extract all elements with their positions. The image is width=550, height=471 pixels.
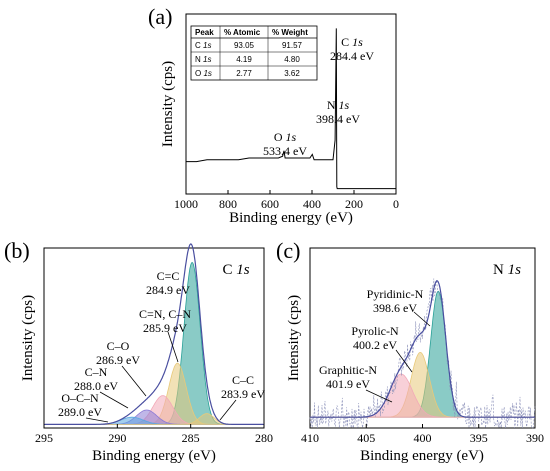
peak-annotation-c1s: C 1s 284.4 eV (330, 35, 374, 63)
x-tick-label: 280 (255, 431, 273, 445)
svg-text:Graphitic-N: Graphitic-N (319, 363, 377, 377)
table-header-weight: % Weight (272, 28, 308, 37)
annotation-c-n-double: C=N, C–N 285.9 eV (139, 307, 191, 335)
svg-text:C=C: C=C (157, 269, 180, 283)
table-cell-weight: 91.57 (282, 41, 303, 50)
annotation-c-c-single: C–C 283.9 eV (221, 373, 265, 401)
x-axis-title-b: Binding energy (eV) (92, 448, 216, 464)
x-tick-label: 600 (261, 197, 279, 211)
table-cell-weight: 4.80 (284, 55, 300, 64)
svg-text:286.9 eV: 286.9 eV (96, 353, 140, 367)
svg-text:Pyrolic-N: Pyrolic-N (351, 324, 399, 338)
svg-text:N 1s: N 1s (327, 98, 350, 112)
x-tick-label: 0 (393, 197, 399, 211)
x-tick-label: 400 (414, 431, 432, 445)
x-tick-label: 290 (108, 431, 126, 445)
annotation-o-c-n: O–C–N 289.0 eV (58, 391, 102, 419)
table-header-peak: Peak (195, 28, 214, 37)
annotation-c-c-double: C=C 284.9 eV (146, 269, 190, 297)
x-tick-label: 405 (357, 431, 375, 445)
composition-table: Peak % Atomic % Weight C 1s 93.05 91.57 … (190, 25, 318, 81)
annotation-pyridinic-n: Pyridinic-N 398.6 eV (367, 287, 424, 315)
table-cell-atomic: 4.19 (236, 55, 252, 64)
survey-spectrum-line (186, 28, 396, 190)
svg-text:Pyridinic-N: Pyridinic-N (367, 287, 424, 301)
panel-label-c: (c) (276, 238, 300, 263)
svg-text:284.4 eV: 284.4 eV (330, 49, 374, 63)
x-ticks-c: 410 405 400 395 390 (301, 424, 544, 445)
svg-text:289.0 eV: 289.0 eV (58, 405, 102, 419)
table-cell-weight: 3.62 (284, 69, 300, 78)
svg-text:398.4 eV: 398.4 eV (316, 112, 360, 126)
table-header-atomic: % Atomic (224, 28, 261, 37)
x-axis-title-c: Binding energy (eV) (360, 448, 484, 464)
svg-text:400.2 eV: 400.2 eV (353, 338, 397, 352)
table-cell-peak: O 1s (195, 69, 212, 78)
panel-b: (b) 295 290 285 280 Binding energy (eV) Int… (4, 238, 273, 464)
svg-text:284.9 eV: 284.9 eV (146, 283, 190, 297)
x-ticks-a: 1000 800 600 400 200 0 (174, 190, 399, 211)
peak-annotation-o1s: O 1s 533.4 eV (263, 130, 307, 158)
x-tick-label: 410 (301, 431, 319, 445)
x-axis-title-a: Binding energy (eV) (229, 210, 353, 226)
svg-text:C–O: C–O (107, 339, 130, 353)
svg-text:398.6 eV: 398.6 eV (373, 301, 417, 315)
x-ticks-b: 295 290 285 280 (35, 424, 273, 445)
panel-c: (c) 410 405 400 395 390 Binding energy (eV) … (276, 238, 544, 464)
annotation-c-n: C–N 288.0 eV (74, 365, 118, 393)
fit-envelope-c (310, 280, 535, 418)
svg-text:C 1s: C 1s (341, 35, 363, 49)
panel-a: (a) 1000 800 600 400 200 0 Binding energy (eV… (148, 4, 399, 226)
annotation-pyrolic-n: Pyrolic-N 400.2 eV (351, 324, 399, 352)
peak-components-c (310, 290, 535, 418)
panel-label-a: (a) (148, 4, 172, 29)
annotation-arrows-b (85, 331, 237, 423)
fit-envelope-b (44, 243, 264, 425)
table-cell-atomic: 93.05 (234, 41, 255, 50)
plot-frame-a (185, 13, 397, 195)
y-axis-title-b: Intensity (cps) (20, 295, 36, 381)
y-axis-title-a: Intensity (cps) (160, 61, 176, 147)
svg-text:O 1s: O 1s (274, 130, 297, 144)
annotation-c-o: C–O 286.9 eV (96, 339, 140, 367)
panel-title-b: C 1s (222, 262, 249, 278)
annotation-graphitic-n: Graphitic-N 401.9 eV (319, 363, 377, 391)
svg-text:C–C: C–C (232, 373, 254, 387)
x-tick-label: 395 (470, 431, 488, 445)
x-tick-label: 1000 (174, 197, 198, 211)
svg-text:O–C–N: O–C–N (61, 391, 99, 405)
x-tick-label: 800 (219, 197, 237, 211)
plot-frame-b (43, 247, 265, 429)
x-tick-label: 390 (526, 431, 544, 445)
svg-text:C–N: C–N (85, 365, 108, 379)
x-tick-label: 200 (345, 197, 363, 211)
panel-label-b: (b) (4, 238, 30, 263)
svg-text:283.9 eV: 283.9 eV (221, 387, 265, 401)
annotation-arrows-c (365, 311, 431, 403)
x-tick-label: 400 (303, 197, 321, 211)
svg-text:401.9 eV: 401.9 eV (326, 377, 370, 391)
svg-text:285.9 eV: 285.9 eV (143, 321, 187, 335)
x-tick-label: 295 (35, 431, 53, 445)
table-cell-atomic: 2.77 (236, 69, 252, 78)
svg-text:533.4 eV: 533.4 eV (263, 144, 307, 158)
x-tick-label: 285 (182, 431, 200, 445)
table-cell-peak: N 1s (195, 55, 211, 64)
svg-text:C=N, C–N: C=N, C–N (139, 307, 191, 321)
y-axis-title-c: Intensity (cps) (286, 295, 302, 381)
table-cell-peak: C 1s (195, 41, 211, 50)
svg-text:288.0 eV: 288.0 eV (74, 379, 118, 393)
peak-annotation-n1s: N 1s 398.4 eV (316, 98, 360, 126)
panel-title-c: N 1s (493, 262, 521, 278)
